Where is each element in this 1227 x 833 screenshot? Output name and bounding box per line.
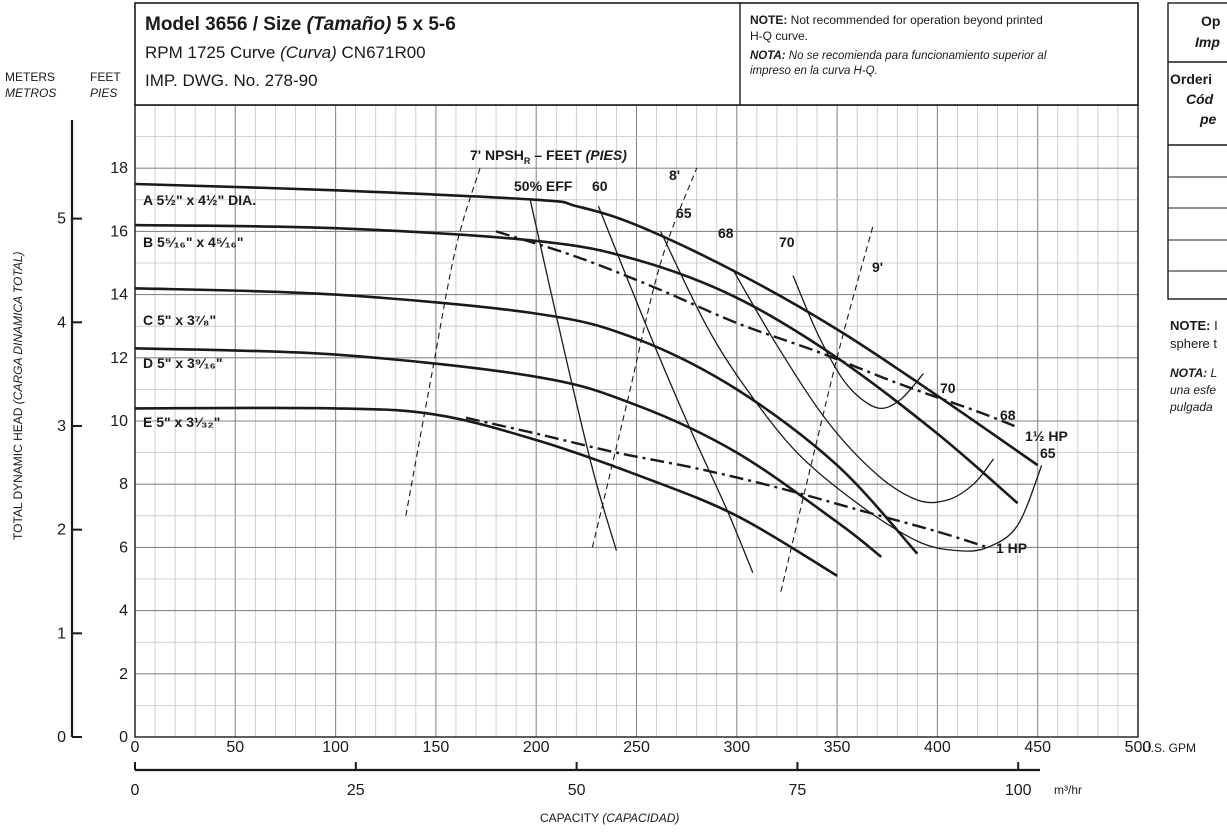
y-unit-meters: METERS	[5, 70, 55, 84]
x2-tick-label: 75	[789, 782, 807, 799]
hp-label-1: 1 HP	[996, 540, 1027, 556]
head-curve-e	[134, 406, 838, 577]
chart-axes: 0 50 100 150 200 250 300 350 400 450 5000246810121…	[57, 120, 1151, 799]
side-note: NOTE: I	[1170, 318, 1218, 333]
head-curve-a	[134, 182, 1039, 467]
npsh-label-9: 9'	[872, 259, 883, 275]
head-curve-label-a: A 5½" x 4½" DIA.	[143, 192, 256, 208]
efficiency-curve-3	[732, 268, 995, 504]
eff-label-60: 60	[592, 178, 608, 194]
x-axis-title: CAPACITY (CAPACIDAD)	[540, 811, 679, 825]
x-tick-label: 500	[1125, 739, 1152, 756]
panel-col-ordering: Orderi	[1170, 71, 1212, 87]
eff-label-65-right: 65	[1040, 445, 1056, 461]
eff-label-65: 65	[676, 205, 692, 221]
npsh-curve-1	[591, 168, 698, 548]
y-tick-label-feet: 4	[119, 603, 128, 620]
side-nota: NOTA: L	[1170, 366, 1217, 380]
y-tick-label-meters: 2	[57, 522, 66, 539]
y-axis-title: TOTAL DYNAMIC HEAD (CARGA DINAMICA TOTAL…	[11, 252, 25, 541]
x-tick-label: 100	[322, 739, 349, 756]
chart-curves	[134, 168, 1043, 592]
y-tick-label-feet: 16	[110, 223, 128, 240]
x-unit-gpm: U.S. GPM	[1142, 741, 1196, 755]
x-tick-label: 0	[131, 739, 140, 756]
y-tick-label-meters: 4	[57, 314, 66, 331]
npsh-label-8: 8'	[669, 167, 680, 183]
y-tick-label-feet: 12	[110, 350, 128, 367]
x-tick-label: 450	[1024, 739, 1051, 756]
x-tick-label: 200	[523, 739, 550, 756]
hp-line-1	[465, 416, 988, 549]
eff-label-68-right: 68	[1000, 407, 1016, 423]
x2-tick-label: 0	[131, 782, 140, 799]
note-spanish: NOTA: No se recomienda para funcionamien…	[750, 50, 1047, 62]
y-tick-label-feet: 14	[110, 287, 128, 304]
y-tick-label-feet: 10	[110, 413, 128, 430]
rpm-curve-line: RPM 1725 Curve (Curva) CN671R00	[145, 43, 426, 62]
y-tick-label-meters: 5	[57, 211, 66, 228]
impeller-options-panel: Op Imp Orderi Cód pe	[1167, 2, 1227, 300]
x2-tick-label: 50	[568, 782, 586, 799]
side-nota-line2: una esfe	[1170, 383, 1216, 397]
eff-label-70-right: 70	[940, 380, 956, 396]
y-unit-metros: METROS	[5, 86, 56, 100]
x2-tick-label: 25	[347, 782, 365, 799]
efficiency-curve-2	[660, 231, 1043, 552]
x-tick-label: 150	[423, 739, 450, 756]
head-curve-d	[134, 347, 883, 558]
model-title: Model 3656 / Size (Tamaño) 5 x 5-6	[145, 14, 456, 35]
efficiency-curve-0	[529, 199, 618, 551]
x-tick-label: 350	[824, 739, 851, 756]
panel-title-es: Imp	[1195, 34, 1220, 50]
x2-tick-label: 100	[1005, 782, 1032, 799]
x2-unit-m3hr: m³/hr	[1054, 783, 1082, 797]
y-unit-pies: PIES	[90, 86, 117, 100]
head-curve-label-b: B 5⁵⁄₁₆" x 4⁵⁄₁₆"	[143, 234, 244, 250]
npsh-title: 7' NPSHR – FEET (PIES)	[470, 147, 627, 166]
side-note-line2: sphere t	[1170, 336, 1217, 351]
impeller-drawing-number: IMP. DWG. No. 278-90	[145, 71, 318, 90]
head-curve-label-e: E 5" x 3¹⁄₃₂"	[143, 414, 220, 430]
npsh-curve-2	[780, 224, 874, 592]
chart-grid	[134, 104, 1139, 738]
curve-labels: A 5½" x 4½" DIA. B 5⁵⁄₁₆" x 4⁵⁄₁₆" C 5" …	[143, 147, 1068, 556]
y-tick-label-feet: 0	[119, 729, 128, 746]
y-unit-feet: FEET	[90, 70, 121, 84]
header-box	[134, 2, 1139, 106]
x-tick-label: 400	[924, 739, 951, 756]
note-spanish-line2: impreso en la curva H-Q.	[750, 65, 878, 77]
y-tick-label-meters: 3	[57, 418, 66, 435]
panel-col-codigo: Cód	[1186, 91, 1214, 107]
x-tick-label: 300	[723, 739, 750, 756]
head-curve-b	[134, 223, 1019, 505]
y-tick-label-meters: 0	[57, 729, 66, 746]
panel-title: Op	[1201, 13, 1220, 29]
x-tick-label: 250	[623, 739, 650, 756]
hp-label-1-5: 1½ HP	[1025, 428, 1068, 444]
efficiency-curve-4	[792, 275, 924, 410]
y-tick-label-feet: 2	[119, 666, 128, 683]
hp-line-0	[495, 230, 1019, 429]
y-tick-label-feet: 18	[110, 160, 128, 177]
head-curve-label-c: C 5" x 3⁷⁄₈"	[143, 312, 216, 328]
eff-label-68: 68	[718, 225, 734, 241]
eff-label-70: 70	[779, 234, 795, 250]
y-tick-label-meters: 1	[57, 625, 66, 642]
head-curve-c	[134, 287, 919, 555]
y-tick-label-feet: 8	[119, 476, 128, 493]
side-nota-line3: pulgada	[1169, 400, 1213, 414]
eff-label-50: 50% EFF	[514, 178, 573, 194]
x-tick-label: 50	[226, 739, 244, 756]
y-tick-label-feet: 6	[119, 539, 128, 556]
npsh-curve-0	[405, 168, 481, 516]
note-english: NOTE: Not recommended for operation beyo…	[750, 13, 1043, 27]
head-curve-label-d: D 5" x 3⁹⁄₁₆"	[143, 355, 223, 371]
note-english-line2: H-Q curve.	[750, 29, 808, 43]
panel-col-pe: pe	[1199, 111, 1217, 127]
